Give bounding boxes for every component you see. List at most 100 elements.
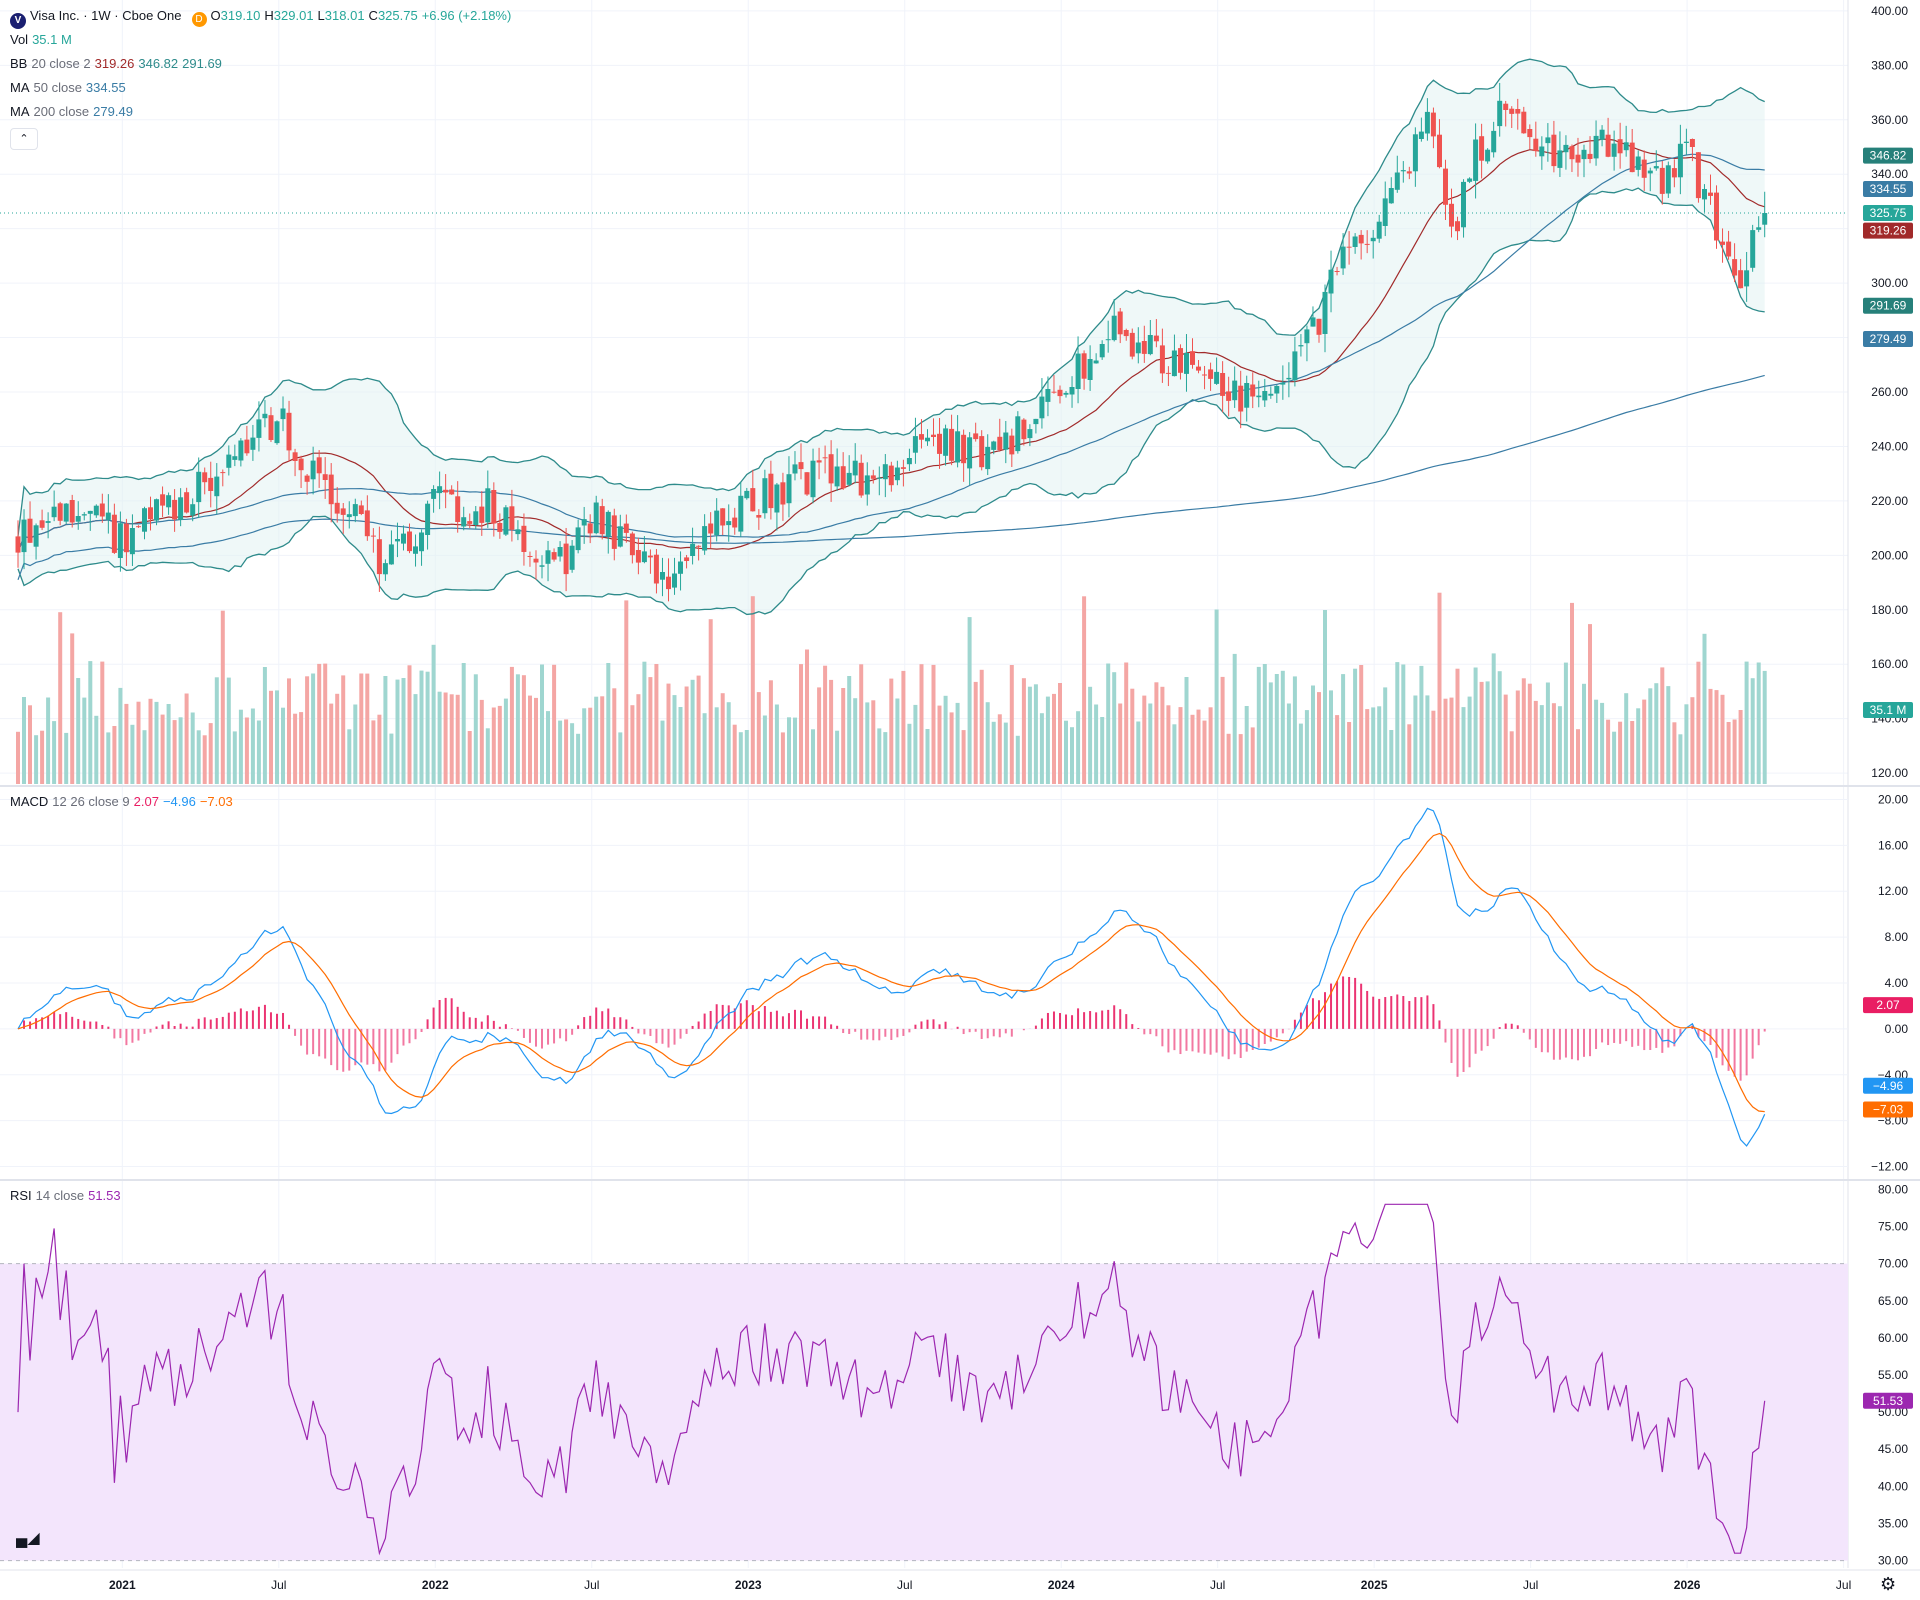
macd-legend[interactable]: MACD 12 26 close 9 2.07 −4.96 −7.03 bbox=[10, 793, 237, 811]
candle-body bbox=[900, 467, 906, 469]
candle-body bbox=[1226, 391, 1232, 401]
volume-bar bbox=[256, 720, 261, 784]
candle-body bbox=[1292, 351, 1298, 381]
candle bbox=[129, 514, 135, 566]
candle-body bbox=[587, 523, 593, 534]
volume-bar bbox=[1515, 690, 1520, 784]
candle bbox=[1075, 336, 1081, 404]
candle-body bbox=[129, 528, 135, 555]
candle-body bbox=[1653, 166, 1659, 169]
volume-bar bbox=[1214, 609, 1219, 784]
candle bbox=[1015, 411, 1021, 454]
tradingview-logo-icon[interactable]: ▄◢ bbox=[16, 1530, 40, 1547]
volume-bar bbox=[1100, 717, 1105, 784]
rsi-tick-label: 65.00 bbox=[1878, 1294, 1908, 1308]
candle-body bbox=[768, 473, 774, 509]
candle-body bbox=[346, 514, 352, 518]
candle bbox=[1732, 243, 1738, 283]
gear-icon[interactable]: ⚙ bbox=[1880, 1574, 1897, 1594]
rsi-legend-value: 51.53 bbox=[88, 1188, 121, 1203]
candle-body bbox=[756, 515, 762, 518]
candle bbox=[684, 554, 690, 569]
candle bbox=[166, 492, 172, 515]
volume-bar bbox=[1551, 703, 1556, 784]
candle-body bbox=[846, 472, 852, 485]
volume-bar bbox=[1202, 720, 1207, 784]
volume-bar bbox=[1479, 681, 1484, 784]
candle bbox=[382, 559, 388, 581]
candle bbox=[1226, 376, 1232, 417]
candle bbox=[1762, 191, 1768, 238]
ma50-tag-text: 334.55 bbox=[1870, 182, 1907, 196]
candle bbox=[521, 513, 527, 566]
symbol-title[interactable]: Visa Inc. · 1W · Cboe One bbox=[30, 8, 182, 23]
candle-body bbox=[1045, 389, 1051, 402]
volume-bar bbox=[178, 717, 183, 784]
ma50-legend[interactable]: MA 50 close 334.55 bbox=[10, 79, 130, 97]
rsi-value-tag-bg bbox=[1863, 1392, 1913, 1409]
signal-value-tag-text: −7.03 bbox=[1873, 1103, 1904, 1117]
candle bbox=[1605, 117, 1611, 158]
candle-body bbox=[888, 465, 894, 486]
time-label: 2022 bbox=[422, 1578, 449, 1592]
volume-bar bbox=[762, 715, 767, 784]
volume-bar bbox=[262, 667, 267, 784]
ma200-legend[interactable]: MA 200 close 279.49 bbox=[10, 103, 137, 121]
candle-body bbox=[1708, 192, 1713, 196]
ma50-tag: 334.55 bbox=[1863, 181, 1913, 198]
ma200-tag-text: 279.49 bbox=[1870, 332, 1907, 346]
volume-bar bbox=[528, 695, 532, 784]
candle bbox=[774, 482, 780, 531]
candle bbox=[876, 466, 882, 496]
macd-hist-tag-bg bbox=[1863, 997, 1913, 1014]
vol-legend[interactable]: Vol 35.1 M bbox=[10, 31, 76, 49]
candle-body bbox=[358, 505, 364, 514]
candle-body bbox=[27, 518, 33, 543]
candle bbox=[1123, 328, 1129, 341]
candle-body bbox=[1256, 395, 1262, 398]
candle bbox=[587, 514, 593, 544]
candle-body bbox=[401, 533, 406, 544]
vol-legend-name: Vol bbox=[10, 32, 29, 47]
bb-legend-lower: 291.69 bbox=[182, 56, 222, 71]
rsi-legend[interactable]: RSI 14 close 51.53 bbox=[10, 1187, 125, 1205]
macd-legend-macd: −4.96 bbox=[162, 794, 196, 809]
candle bbox=[142, 506, 147, 540]
volume-bar bbox=[1383, 687, 1388, 784]
candle-body bbox=[497, 523, 503, 532]
candle bbox=[15, 520, 21, 568]
delayed-data-icon[interactable]: D bbox=[191, 12, 207, 27]
candle bbox=[1214, 357, 1220, 385]
volume-bar bbox=[1033, 684, 1038, 784]
macd-hist-tag-text: 2.07 bbox=[1876, 998, 1900, 1012]
volume-bar bbox=[70, 633, 75, 784]
candle-body bbox=[45, 521, 51, 523]
candle-body bbox=[292, 452, 298, 461]
bb-legend-basis: 319.26 bbox=[94, 56, 135, 71]
volume-bar bbox=[702, 713, 707, 784]
candle-body bbox=[1714, 192, 1719, 241]
candle bbox=[87, 510, 93, 531]
candle bbox=[726, 504, 732, 542]
bb-legend[interactable]: BB 20 close 2 319.26 346.82 291.69 bbox=[10, 55, 226, 73]
candle-body bbox=[1111, 315, 1117, 341]
candle-body bbox=[557, 547, 563, 557]
macd-legend-hist: 2.07 bbox=[133, 794, 159, 809]
candle-body bbox=[973, 433, 979, 440]
candle bbox=[1027, 424, 1033, 447]
volume-bar bbox=[756, 692, 761, 784]
collapse-legend-button[interactable]: ⌃ bbox=[10, 128, 38, 150]
volume-bar bbox=[1178, 707, 1183, 784]
volume-bar bbox=[684, 686, 689, 784]
rsi-value-tag-text: 51.53 bbox=[1873, 1394, 1903, 1408]
candle-body bbox=[1400, 170, 1406, 172]
candle bbox=[1539, 136, 1545, 170]
price-tick-label: 220.00 bbox=[1871, 494, 1908, 508]
candle-body bbox=[1322, 291, 1328, 334]
candle-body bbox=[696, 545, 702, 547]
candle-body bbox=[1394, 172, 1400, 190]
candle bbox=[1117, 307, 1123, 344]
rsi-tick-label: 55.00 bbox=[1878, 1368, 1908, 1382]
candle-body bbox=[1310, 317, 1316, 327]
